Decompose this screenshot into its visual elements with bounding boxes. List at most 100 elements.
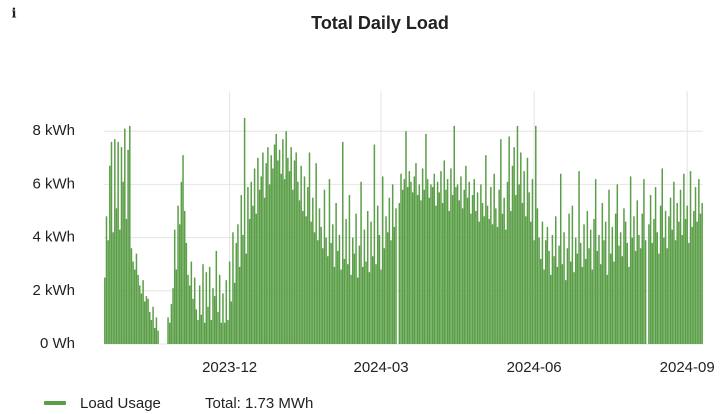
bar xyxy=(247,187,249,344)
bar xyxy=(262,152,264,344)
legend-label[interactable]: Load Usage xyxy=(80,395,161,412)
bar xyxy=(553,256,555,344)
bar xyxy=(466,197,469,344)
bar xyxy=(583,224,585,344)
bar xyxy=(520,152,522,344)
bar xyxy=(129,125,131,344)
bar xyxy=(406,187,409,344)
bar xyxy=(350,274,352,344)
bar xyxy=(478,221,480,344)
bar xyxy=(573,272,575,344)
bar xyxy=(523,171,525,344)
bar xyxy=(185,242,188,344)
bar xyxy=(599,264,602,344)
bar xyxy=(540,258,542,344)
bar xyxy=(500,139,502,344)
bar xyxy=(568,213,570,344)
bar xyxy=(363,229,366,344)
bar xyxy=(446,179,449,344)
bar xyxy=(450,168,452,344)
bar xyxy=(292,189,294,344)
bar xyxy=(643,179,645,344)
y-tick-label: 8 kWh xyxy=(32,122,75,139)
bar xyxy=(312,197,314,344)
bar xyxy=(538,237,540,344)
chart-title: Total Daily Load xyxy=(311,13,449,33)
x-tick-label: 2024-06 xyxy=(507,359,562,376)
bar xyxy=(149,312,151,344)
bar xyxy=(428,197,431,344)
x-tick-label: 2024-09 xyxy=(660,359,715,376)
bar xyxy=(689,171,692,344)
bar xyxy=(393,226,396,344)
bar xyxy=(135,253,138,344)
bar xyxy=(421,168,424,344)
bar xyxy=(550,274,552,344)
bar xyxy=(355,213,357,344)
bar xyxy=(669,197,672,344)
bar xyxy=(470,213,472,344)
bar xyxy=(453,125,455,344)
bar xyxy=(190,261,193,344)
bar xyxy=(308,152,311,344)
bar xyxy=(315,163,317,344)
bar xyxy=(561,264,564,344)
bar xyxy=(139,285,141,344)
info-icon[interactable]: i xyxy=(12,7,17,22)
bar xyxy=(548,250,550,344)
bar xyxy=(188,285,191,344)
bar xyxy=(418,184,421,344)
bar xyxy=(318,208,321,344)
bar xyxy=(360,181,362,344)
bar xyxy=(127,149,129,344)
bar xyxy=(323,189,326,344)
bar xyxy=(391,184,394,344)
bar xyxy=(220,322,223,344)
bar xyxy=(653,218,655,344)
bar xyxy=(661,168,663,344)
bar xyxy=(153,328,156,344)
bar xyxy=(130,248,133,344)
bar xyxy=(490,187,492,344)
bar xyxy=(117,141,119,344)
bar xyxy=(183,211,186,344)
bar xyxy=(476,192,479,344)
bar xyxy=(195,309,198,344)
bar xyxy=(283,179,286,344)
bar xyxy=(533,240,535,344)
bar xyxy=(178,224,181,344)
bar xyxy=(223,322,226,344)
bar xyxy=(438,192,441,344)
bar xyxy=(285,131,287,344)
bar xyxy=(545,240,547,344)
bar xyxy=(192,298,194,344)
bar xyxy=(423,189,426,344)
bar xyxy=(310,221,312,344)
bar xyxy=(589,229,592,344)
bar xyxy=(634,250,637,344)
bar xyxy=(618,245,620,344)
bar xyxy=(701,203,703,344)
bar xyxy=(593,218,595,344)
bar xyxy=(263,197,266,344)
bar xyxy=(638,234,640,344)
bar xyxy=(173,229,176,344)
bar xyxy=(633,216,635,344)
bar xyxy=(380,269,382,344)
bar xyxy=(175,269,178,344)
bar xyxy=(626,242,629,344)
bar xyxy=(416,195,419,344)
bar xyxy=(140,293,143,344)
bar xyxy=(177,205,179,344)
bar xyxy=(366,211,369,344)
bar xyxy=(528,192,530,344)
bar xyxy=(546,226,549,344)
bar xyxy=(371,256,374,344)
bar xyxy=(287,157,289,344)
bar xyxy=(187,274,189,344)
bar xyxy=(621,256,624,344)
bar xyxy=(375,264,377,344)
bar xyxy=(596,250,599,344)
bar xyxy=(228,261,231,344)
bar xyxy=(663,237,665,344)
